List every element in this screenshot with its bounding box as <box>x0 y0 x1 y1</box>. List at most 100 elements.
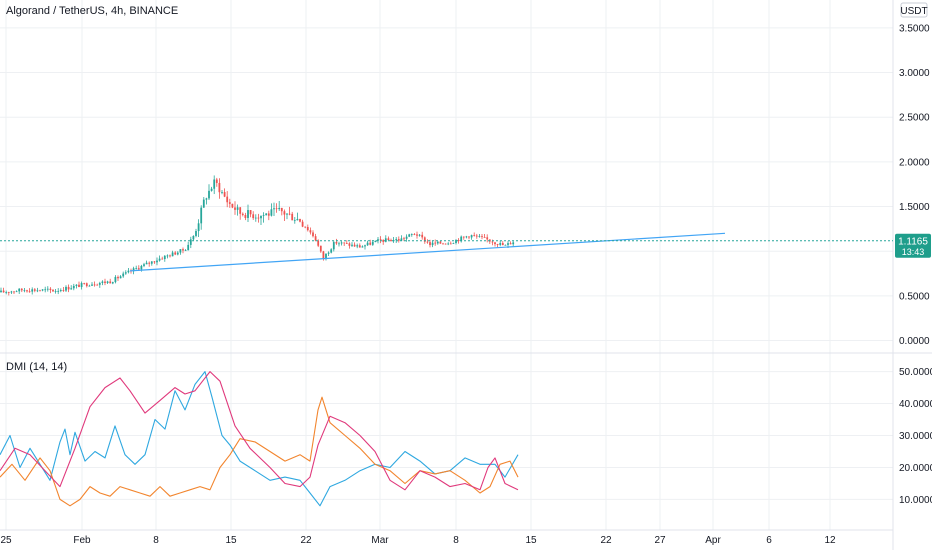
candle-body <box>127 270 130 273</box>
candle-body <box>106 281 109 283</box>
price-axis-labels: 3.50003.00002.50002.00001.50001.00000.50… <box>899 23 930 347</box>
time-tick-label: 8 <box>153 535 159 546</box>
candle-body <box>41 289 44 291</box>
candle-body <box>431 242 434 246</box>
candle-body <box>39 290 41 292</box>
candle-body <box>221 192 223 193</box>
candle-body <box>31 289 34 292</box>
candle-body <box>319 245 322 252</box>
candle-body <box>384 238 387 242</box>
trendline[interactable] <box>129 232 726 272</box>
candle-body <box>325 253 327 259</box>
candle-body <box>218 182 221 193</box>
candle-body <box>426 241 429 243</box>
time-tick-label: 22 <box>300 535 312 546</box>
time-tick-label: 6 <box>766 535 772 546</box>
candle-body <box>18 288 21 292</box>
candle-body <box>195 231 197 236</box>
candle-body <box>28 291 31 293</box>
candle-body <box>403 238 405 240</box>
candle-body <box>361 246 364 248</box>
currency-button[interactable]: USDT <box>900 2 928 18</box>
candle-body <box>210 188 213 191</box>
candle-body <box>374 240 377 243</box>
candle-body <box>304 226 307 228</box>
candle-body <box>98 282 101 285</box>
price-tick-label: 2.5000 <box>899 113 930 124</box>
symbol-title: Algorand / TetherUS, 4h, BINANCE <box>6 5 178 17</box>
grid-layer <box>0 0 893 530</box>
candle-body <box>436 241 439 244</box>
candle-body <box>429 242 431 246</box>
candle-body <box>54 291 57 292</box>
candle-body <box>62 290 65 291</box>
candle-body <box>161 258 164 260</box>
candle-body <box>148 262 151 264</box>
candle-body <box>468 236 470 238</box>
candle-body <box>252 214 255 219</box>
candle-body <box>418 234 421 236</box>
candle-body <box>104 281 106 283</box>
candle-body <box>88 285 91 287</box>
price-tick-label: 3.0000 <box>899 68 930 79</box>
candle-body <box>226 196 229 203</box>
candle-body <box>44 289 47 291</box>
candle-body <box>163 255 166 260</box>
candle-body <box>262 215 265 217</box>
candle-body <box>410 234 413 235</box>
candle-body <box>275 208 278 210</box>
candle-body <box>143 264 145 266</box>
candle-body <box>109 281 112 284</box>
time-tick-label: 15 <box>525 535 537 546</box>
candle-body <box>483 237 486 238</box>
candle-body <box>288 213 291 215</box>
candle-body <box>382 240 385 242</box>
candle-body <box>257 217 260 219</box>
time-tick-label: 15 <box>225 535 237 546</box>
candle-body <box>137 268 140 270</box>
time-tick-label: Mar <box>371 535 389 546</box>
candle-body <box>280 207 283 212</box>
candle-body <box>273 208 275 210</box>
dmi-indicator-label[interactable]: DMI (14, 14) <box>6 361 67 373</box>
candle-body <box>486 237 489 240</box>
candle-body <box>444 243 447 245</box>
price-tick-label: 1.5000 <box>899 202 930 213</box>
candle-body <box>335 242 338 244</box>
dmi-tick-label: 20.0000 <box>899 463 932 474</box>
time-tick-label: 25 <box>0 535 12 546</box>
candle-body <box>166 255 169 257</box>
candle-body <box>512 242 515 245</box>
candle-body <box>283 211 286 215</box>
dmi-axis-labels: 50.0000 40.0000 30.0000 20.0000 10.0000 <box>899 367 932 506</box>
candle-body <box>416 234 418 236</box>
candle-body <box>236 207 239 210</box>
candle-body <box>189 239 192 245</box>
candle-body <box>57 290 60 292</box>
candle-body <box>421 234 424 238</box>
candle-body <box>413 234 416 235</box>
candle-body <box>265 213 268 216</box>
time-axis-labels: 25 Feb 8 15 22 Mar 8 15 22 27 Apr 6 12 <box>0 535 836 546</box>
candle-body <box>33 289 36 291</box>
time-tick-label: Feb <box>73 535 91 546</box>
candle-body <box>369 242 372 245</box>
dmi-plus-di-line <box>0 371 519 507</box>
candle-body <box>249 210 252 215</box>
candle-body <box>85 283 88 287</box>
candle-body <box>314 236 317 241</box>
candle-body <box>343 242 346 244</box>
candle-body <box>2 290 5 293</box>
candle-body <box>67 286 70 290</box>
price-tick-label: 0.0000 <box>899 336 930 347</box>
candle-body <box>234 207 236 210</box>
dmi-tick-label: 10.0000 <box>899 495 932 506</box>
candle-body <box>197 223 200 232</box>
candle-body <box>111 282 114 284</box>
candle-body <box>358 245 361 248</box>
candle-body <box>5 292 8 293</box>
candle-body <box>364 245 366 247</box>
candle-body <box>174 252 177 255</box>
candle-body <box>439 241 442 244</box>
